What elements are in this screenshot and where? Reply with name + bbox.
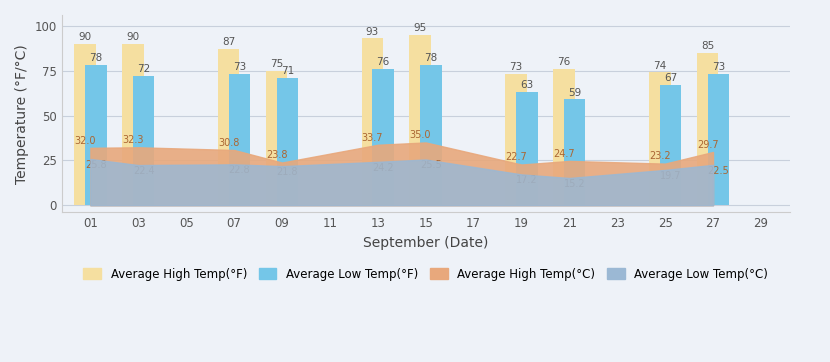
Text: 59: 59	[568, 88, 581, 98]
Bar	[362, 38, 383, 205]
Text: 32.3: 32.3	[122, 135, 144, 145]
Text: 30.8: 30.8	[218, 138, 239, 148]
Text: 22.8: 22.8	[228, 165, 251, 175]
X-axis label: September (Date): September (Date)	[363, 236, 488, 250]
Text: 75: 75	[270, 59, 283, 69]
Text: 25.8: 25.8	[85, 160, 106, 170]
Text: 23.8: 23.8	[266, 150, 287, 160]
Bar	[85, 65, 106, 205]
Bar	[420, 65, 442, 205]
Text: 73: 73	[510, 62, 523, 72]
Text: 72: 72	[137, 64, 150, 74]
Text: 24.2: 24.2	[373, 163, 394, 173]
Bar	[409, 35, 431, 205]
Text: 22.4: 22.4	[133, 166, 154, 176]
Bar	[660, 85, 681, 205]
Text: 78: 78	[424, 54, 437, 63]
Text: 15.2: 15.2	[564, 179, 585, 189]
Text: 19.7: 19.7	[660, 171, 681, 181]
Text: 32.0: 32.0	[74, 136, 95, 146]
Bar	[133, 76, 154, 205]
Text: 95: 95	[413, 23, 427, 33]
Bar	[74, 44, 95, 205]
Text: 78: 78	[89, 54, 102, 63]
Bar	[373, 69, 394, 205]
Text: 93: 93	[366, 26, 379, 37]
Bar	[553, 69, 574, 205]
Text: 76: 76	[557, 57, 570, 67]
Bar	[697, 53, 719, 205]
Bar	[122, 44, 144, 205]
Legend: Average High Temp(°F), Average Low Temp(°F), Average High Temp(°C), Average Low : Average High Temp(°F), Average Low Temp(…	[79, 263, 773, 286]
Text: 73: 73	[712, 62, 725, 72]
Text: 35.0: 35.0	[409, 130, 431, 140]
Text: 71: 71	[281, 66, 294, 76]
Text: 76: 76	[377, 57, 390, 67]
Text: 22.5: 22.5	[707, 166, 730, 176]
Text: 87: 87	[222, 37, 236, 47]
Text: 85: 85	[701, 41, 715, 51]
Text: 90: 90	[79, 32, 91, 42]
Text: 33.7: 33.7	[362, 132, 383, 143]
Text: 29.7: 29.7	[697, 140, 719, 150]
Text: 74: 74	[653, 61, 666, 71]
Text: 73: 73	[233, 62, 246, 72]
Bar	[266, 71, 287, 205]
Bar	[505, 74, 527, 205]
Text: 25.5: 25.5	[420, 160, 442, 171]
Y-axis label: Temperature (°F/°C): Temperature (°F/°C)	[15, 44, 29, 184]
Text: 22.7: 22.7	[505, 152, 527, 163]
Text: 23.2: 23.2	[649, 151, 671, 161]
Bar	[276, 78, 298, 205]
Text: 63: 63	[520, 80, 534, 90]
Bar	[649, 72, 671, 205]
Bar	[564, 99, 585, 205]
Bar	[516, 92, 538, 205]
Text: 21.8: 21.8	[276, 167, 298, 177]
Text: 24.7: 24.7	[553, 149, 574, 159]
Bar	[218, 49, 240, 205]
Bar	[708, 74, 730, 205]
Bar	[229, 74, 250, 205]
Text: 90: 90	[126, 32, 139, 42]
Text: 17.2: 17.2	[516, 175, 538, 185]
Text: 67: 67	[664, 73, 677, 83]
